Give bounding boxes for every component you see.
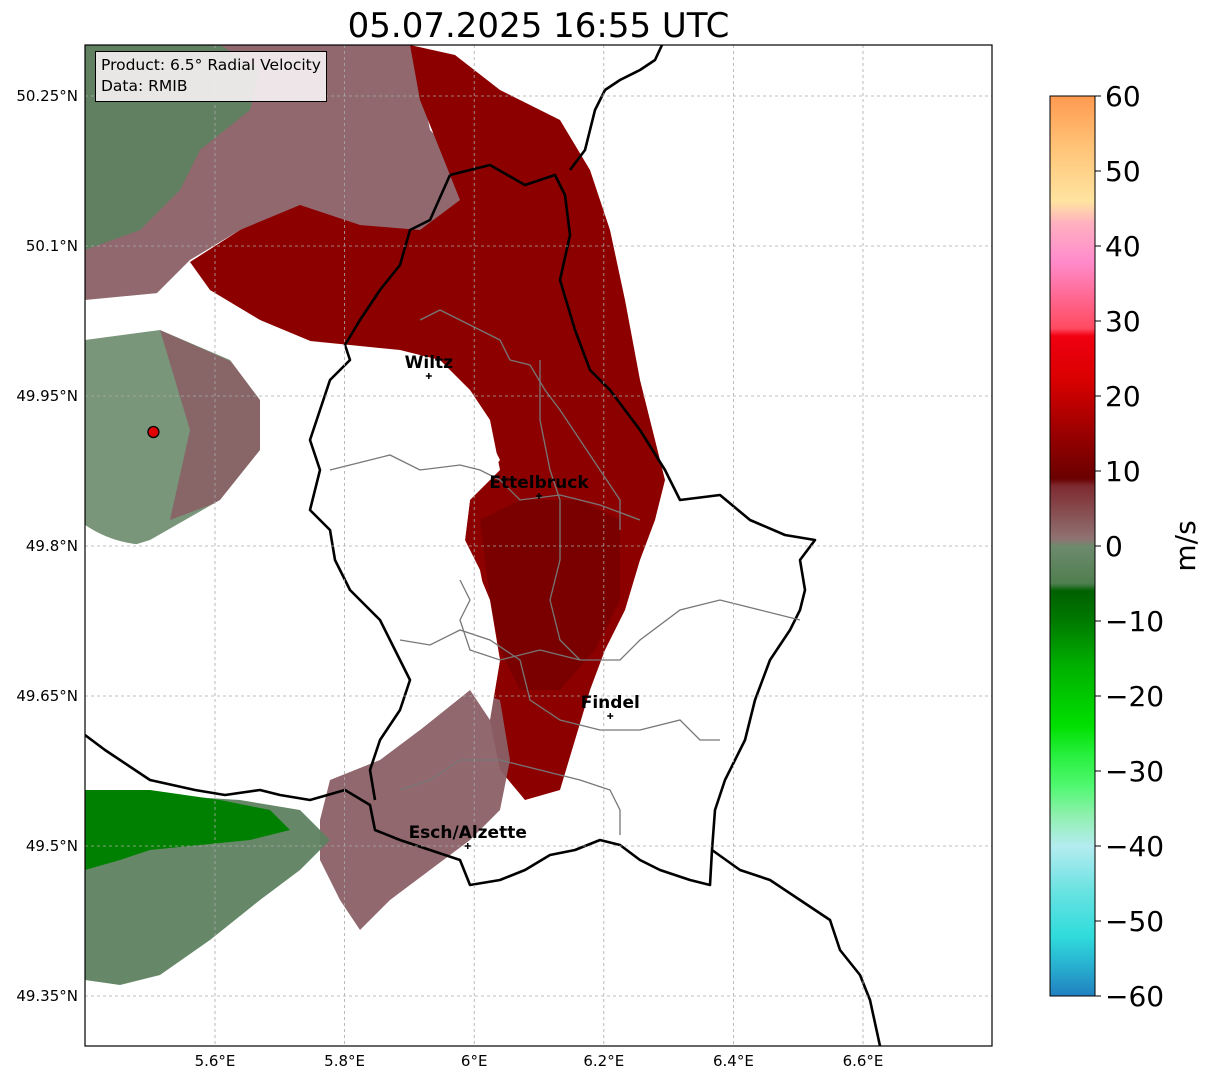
data-source-label: Data: RMIB bbox=[101, 77, 188, 95]
y-axis-ticks: 50.25°N 50.1°N 49.95°N 49.8°N 49.65°N 49.5°N 4… bbox=[16, 87, 78, 1005]
echo-clear-gap bbox=[85, 290, 500, 800]
radar-site-marker bbox=[147, 425, 160, 439]
city-label: Findel bbox=[581, 693, 640, 713]
country-borders bbox=[85, 45, 882, 1046]
y-tick-label: 49.5°N bbox=[26, 837, 78, 855]
border-luxembourg bbox=[85, 163, 817, 887]
city-label: Wiltz bbox=[405, 353, 454, 373]
x-tick-label: 5.6°E bbox=[195, 1052, 236, 1070]
colorbar-tick-label: 30 bbox=[1105, 305, 1141, 338]
colorbar-tick-label: 0 bbox=[1105, 530, 1123, 563]
city-marker-wiltz bbox=[425, 373, 432, 379]
district-line-2 bbox=[329, 454, 641, 521]
x-tick-label: 5.8°E bbox=[324, 1052, 365, 1070]
y-tick-label: 49.35°N bbox=[16, 987, 78, 1005]
map-frame bbox=[84, 44, 993, 1047]
product-label: Product: 6.5° Radial Velocity bbox=[101, 56, 321, 74]
map-panel: Wiltz Ettelbruck Findel Esch/Alzette bbox=[85, 45, 992, 1046]
x-tick-label: 6.2°E bbox=[583, 1052, 624, 1070]
border-germany-east bbox=[711, 848, 882, 1046]
city-label: Esch/Alzette bbox=[409, 823, 527, 843]
echo-inbound-strong-sw bbox=[85, 790, 290, 870]
colorbar-tick-label: −30 bbox=[1105, 755, 1164, 788]
echo-core-ettelbruck bbox=[480, 500, 620, 690]
colorbar-tick-label: −60 bbox=[1105, 980, 1164, 1013]
y-tick-label: 49.8°N bbox=[26, 537, 78, 555]
colorbar-tick-label: 50 bbox=[1105, 155, 1141, 188]
colorbar-label: m/s bbox=[1169, 520, 1202, 571]
colorbar-tick-label: 20 bbox=[1105, 380, 1141, 413]
product-info-box: Product: 6.5° Radial Velocity Data: RMIB bbox=[95, 51, 327, 102]
district-line-4 bbox=[399, 629, 720, 741]
border-belgium-west bbox=[308, 174, 452, 801]
colorbar-tick-label: −20 bbox=[1105, 680, 1164, 713]
y-tick-label: 49.65°N bbox=[16, 687, 78, 705]
y-tick-label: 49.95°N bbox=[16, 387, 78, 405]
city-marker-ettelbruck bbox=[536, 493, 542, 499]
y-tick-label: 50.25°N bbox=[16, 87, 78, 105]
city-label: Ettelbruck bbox=[489, 473, 589, 493]
map-title: 05.07.2025 16:55 UTC bbox=[347, 6, 730, 46]
city-marker-eschalzette bbox=[464, 843, 471, 849]
colorbar-tick-label: −40 bbox=[1105, 830, 1164, 863]
x-axis-ticks: 5.6°E 5.8°E 6°E 6.2°E 6.4°E 6.6°E bbox=[195, 1052, 884, 1070]
city-marker-findel bbox=[607, 713, 614, 719]
y-tick-label: 50.1°N bbox=[26, 237, 78, 255]
district-boundaries bbox=[329, 309, 801, 835]
colorbar-bar bbox=[1049, 95, 1096, 997]
border-germany-north bbox=[568, 45, 664, 171]
city-markers: Wiltz Ettelbruck Findel Esch/Alzette bbox=[405, 353, 640, 849]
echo-southwest-light bbox=[320, 690, 510, 930]
x-tick-label: 6.4°E bbox=[713, 1052, 754, 1070]
district-line-1 bbox=[419, 309, 621, 530]
colorbar-tick-label: 60 bbox=[1105, 80, 1141, 113]
colorbar-tick-label: 40 bbox=[1105, 230, 1141, 263]
colorbar-tick-label: −50 bbox=[1105, 905, 1164, 938]
colorbar-tick-label: −10 bbox=[1105, 605, 1164, 638]
x-tick-label: 6.6°E bbox=[843, 1052, 884, 1070]
colorbar-ticks: 60 50 40 30 20 10 0 −10 −20 −30 −40 −50 −60 bbox=[1095, 80, 1164, 1013]
colorbar: 60 50 40 30 20 10 0 −10 −20 −30 −40 −50 −60 m/s bbox=[1049, 80, 1202, 1013]
district-line-5 bbox=[399, 759, 621, 835]
district-line-6 bbox=[539, 360, 581, 661]
colorbar-tick-label: 10 bbox=[1105, 455, 1141, 488]
x-tick-label: 6°E bbox=[461, 1052, 488, 1070]
